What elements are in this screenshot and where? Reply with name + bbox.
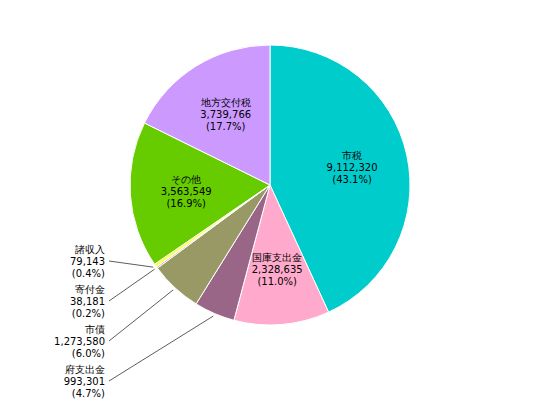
label-line: 諸収入 [75, 244, 105, 255]
labels: 市税9,112,320(43.1%) 国庫支出金2,328,635(11.0%) そ… [54, 96, 377, 398]
label-line: (11.0%) [257, 275, 297, 286]
label-line: 地方交付税 [200, 96, 251, 107]
label-line: 9,112,320 [327, 162, 378, 173]
label-line: (0.4%) [72, 268, 105, 279]
label-line: (43.1%) [332, 174, 372, 185]
slice-label: 市税9,112,320(43.1%) [327, 150, 378, 185]
slices [130, 45, 410, 325]
label-line: 38,181 [70, 296, 105, 307]
slice-label: 寄付金38,181(0.2%) [70, 284, 105, 319]
label-line: 市税 [342, 150, 362, 161]
slice-label: 市債1,273,580(6.0%) [54, 324, 105, 359]
slice-label: その他3,563,549(16.9%) [161, 173, 212, 208]
label-line: その他 [171, 173, 201, 184]
label-line: (17.7%) [206, 120, 246, 131]
leader-line [109, 261, 153, 267]
leader-line [109, 316, 213, 381]
label-line: 3,739,766 [200, 108, 251, 119]
label-line: (16.9%) [166, 197, 206, 208]
label-line: (4.7%) [72, 388, 105, 399]
label-line: (6.0%) [72, 348, 105, 359]
pie: 市税9,112,320(43.1%) 国庫支出金2,328,635(11.0%) そ… [54, 45, 410, 399]
label-line: 3,563,549 [161, 185, 212, 196]
slice-label: 府支出金993,301(4.7%) [64, 364, 105, 399]
label-line: 寄付金 [75, 284, 105, 295]
label-line: 市債 [85, 324, 105, 335]
label-line: 79,143 [70, 256, 105, 267]
label-line: 2,328,635 [252, 263, 303, 274]
label-line: 993,301 [64, 376, 105, 387]
slice-label: 国庫支出金2,328,635(11.0%) [252, 251, 303, 286]
leader-line [109, 269, 155, 301]
label-line: 国庫支出金 [252, 251, 302, 262]
label-line: 1,273,580 [54, 336, 105, 347]
label-line: 府支出金 [65, 364, 105, 375]
chart-svg: 市税9,112,320(43.1%) 国庫支出金2,328,635(11.0%) そ… [0, 0, 541, 401]
label-line: (0.2%) [72, 308, 105, 319]
slice-label: 地方交付税3,739,766(17.7%) [200, 96, 251, 131]
leader-line [109, 290, 173, 341]
slice-label: 諸収入79,143(0.4%) [70, 244, 105, 279]
slice [144, 45, 270, 185]
